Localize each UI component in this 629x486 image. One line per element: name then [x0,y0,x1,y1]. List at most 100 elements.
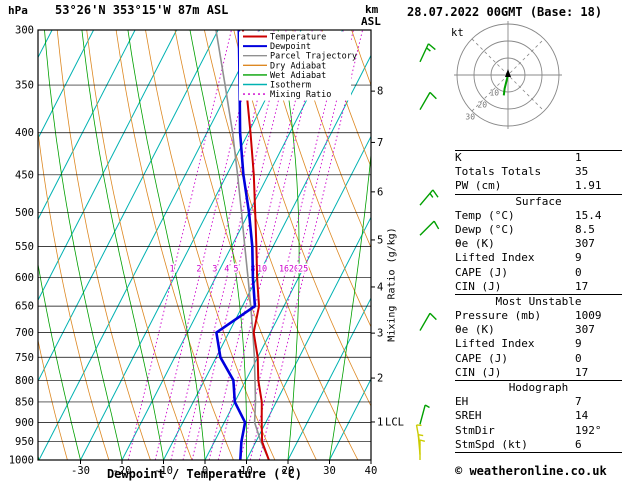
panel-row: θe (K) 307 [455,323,622,337]
pressure-unit-label: hPa [8,4,28,17]
km-axis-label: km [365,3,379,16]
panel-row: Temp (°C) 15.4 [455,209,622,223]
pressure-tick-label: 700 [15,327,34,339]
panel-separator [455,150,622,151]
pressure-gridlines [38,30,371,460]
wind-barbs [415,43,440,460]
panel-row: CIN (J) 17 [455,366,622,380]
panel-label: K [455,151,462,164]
wind-barb [419,91,437,111]
panel-section-header: Surface [515,194,562,208]
wind-barb [419,312,437,331]
panel-separator [455,380,622,381]
hodograph-unit-label: kt [451,27,464,39]
wind-barb [419,404,430,425]
copyright: © weatheronline.co.uk [455,464,607,478]
panel-label: θe (K) [455,237,495,251]
panel-row: Lifted Index 9 [455,251,622,265]
panel-row: EH 7 [455,395,622,409]
temp-tick-label: 10 [240,465,253,477]
mixing-ratio-value-label: 25 [298,265,308,275]
panel-row: Lifted Index 9 [455,337,622,351]
panel-row: StmDir 192° [455,424,622,438]
x-axis-label: Dewpoint / Temperature (°C) [106,467,303,481]
panel-row: CAPE (J) 0 [455,352,622,366]
temperature-curve [242,30,270,460]
km-tick-label: 8 [377,86,383,98]
panel-separator [455,293,622,295]
pressure-tick-label: 750 [15,352,34,364]
panel-value: 0 [575,351,582,365]
panel-label: CIN (J) [455,279,502,293]
legend-item-label: Wet Adiabat [270,71,326,81]
panel-row: θe (K) 307 [455,237,622,251]
panel-value: 1.91 [575,179,602,193]
stats-panel: K 1 Totals Totals 35 PW (cm) 1.91 Surface Temp … [455,150,622,453]
mixing-ratio-value-label: 5 [233,265,238,275]
km-tick-label: 1 [377,416,383,428]
station-title: 53°26'N 353°15'W 87m ASL [55,3,229,17]
legend-item-label: Mixing Ratio [270,90,331,100]
km-tick-label: 6 [377,186,383,198]
pressure-tick-label: 350 [15,80,34,92]
mixing-ratio-axis-label: Mixing Ratio (g/kg) [386,227,398,342]
wind-barb [419,43,436,63]
panel-label: CIN (J) [455,365,502,379]
temp-tick-label: -20 [113,465,132,477]
panel-row: StmSpd (kt) 6 [455,438,622,452]
temp-tick-label: -30 [71,465,90,477]
panel-label: CAPE (J) [455,351,508,365]
panel-label: PW (cm) [455,179,502,193]
panel-value: 17 [575,365,589,379]
pressure-tick-label: 550 [15,241,34,253]
pressure-tick-label: 850 [15,396,34,408]
pressure-tick-label: 400 [15,127,34,139]
km-tick-label: 4 [377,281,383,293]
km-tick-label: 3 [377,328,383,340]
pressure-tick-label: 650 [15,301,34,313]
mixing-ratio-value-label: 2 [196,265,201,275]
mixing-ratio-value-label: 20 [289,265,299,275]
panel-row: SREH 14 [455,409,622,423]
hodograph-center-arrow [505,69,511,77]
wind-barb [417,433,424,455]
panel-separator [455,451,622,453]
km-tick-label: 2 [377,373,383,385]
panel-value: 14 [575,409,589,423]
panel-value: 15.4 [575,208,602,222]
panel-value: 192° [575,423,602,437]
pressure-tick-label: 1000 [9,455,34,467]
panel-value: 1 [575,151,582,164]
panel-value: 6 [575,437,582,451]
pressure-tick-label: 500 [15,207,34,219]
temp-tick-label: -10 [154,465,173,477]
panel-label: StmDir [455,423,495,437]
legend-item-label: Temperature [270,33,326,43]
panel-section-header: Most Unstable [495,294,582,308]
panel-value: 1009 [575,309,602,323]
legend-item-label: Isotherm [270,81,311,91]
panel-separator [455,193,622,195]
mixing-ratio-value-label: 10 [257,265,267,275]
panel-value: 17 [575,279,589,293]
panel-label: Dewp (°C) [455,222,515,236]
panel-row: CAPE (J) 0 [455,266,622,280]
panel-label: Totals Totals [455,165,542,179]
panel-value: 9 [575,337,582,351]
wind-barb [419,439,426,460]
hodograph-ring-label: 20 [477,101,487,110]
parcel-curve [215,30,270,460]
hodograph-ring-label: 30 [465,113,475,122]
panel-value: 7 [575,395,582,409]
mixing-ratio-value-label: 16 [279,265,289,275]
legend-item-label: Dry Adiabat [270,61,326,71]
panel-row: Pressure (mb) 1009 [455,309,622,323]
panel-label: Lifted Index [455,337,535,351]
legend-item-label: Dewpoint [270,42,311,52]
panel-label: Pressure (mb) [455,309,542,323]
hodograph-ring-label: 10 [489,89,499,98]
panel-label: CAPE (J) [455,265,508,279]
